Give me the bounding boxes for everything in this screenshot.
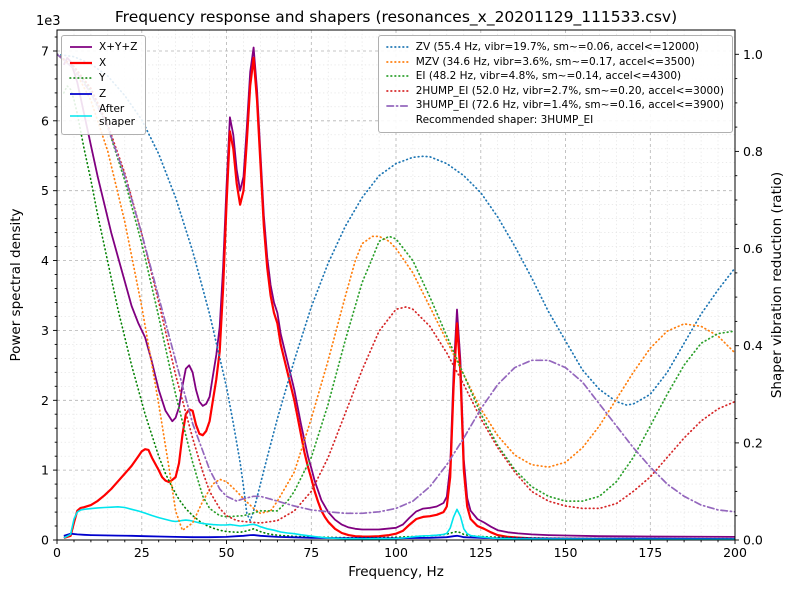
psd-series-X bbox=[63, 56, 735, 540]
legend-label: After shaper bbox=[99, 103, 136, 128]
shaper-series-3HUMP_EI bbox=[57, 53, 735, 515]
legend-label: Recommended shaper: 3HUMP_EI bbox=[415, 113, 594, 126]
svg-text:0.2: 0.2 bbox=[743, 435, 763, 450]
legend-item-psd: X+Y+Z bbox=[68, 41, 137, 54]
svg-text:0.8: 0.8 bbox=[743, 144, 763, 159]
legend-item-shaper: MZV (34.6 Hz, vibr=3.6%, sm~=0.17, accel… bbox=[385, 56, 724, 69]
series-group bbox=[57, 46, 735, 540]
legend-psd: X+Y+Z X Y Z After shaper bbox=[61, 35, 147, 135]
legend-item-shaper: 3HUMP_EI (72.6 Hz, vibr=1.4%, sm~=0.16, … bbox=[385, 99, 724, 112]
svg-text:4: 4 bbox=[41, 253, 49, 268]
legend-label: EI (48.2 Hz, vibr=4.8%, sm~=0.14, accel<… bbox=[415, 70, 682, 83]
legend-shapers: ZV (55.4 Hz, vibr=19.7%, sm~=0.06, accel… bbox=[377, 35, 733, 133]
axis-offset-label: 1e3 bbox=[36, 14, 61, 29]
legend-label: ZV (55.4 Hz, vibr=19.7%, sm~=0.06, accel… bbox=[415, 41, 700, 53]
legend-item-psd: After shaper bbox=[68, 103, 137, 128]
legend-swatch-blank bbox=[385, 114, 411, 126]
legend-item-shaper: 2HUMP_EI (52.0 Hz, vibr=2.7%, sm~=0.20, … bbox=[385, 85, 724, 98]
svg-text:50: 50 bbox=[219, 545, 235, 560]
svg-text:0.6: 0.6 bbox=[743, 241, 763, 256]
svg-text:1.0: 1.0 bbox=[743, 47, 763, 62]
legend-recommended-note: Recommended shaper: 3HUMP_EI bbox=[385, 114, 724, 127]
legend-label: X+Y+Z bbox=[99, 41, 138, 53]
legend-label: 3HUMP_EI (72.6 Hz, vibr=1.4%, sm~=0.16, … bbox=[415, 99, 724, 112]
tick-labels: 0 25 50 75 100 125 150 175 200 0 1 2 3 4 5 6 7 0.0 0.2 0.4 0… bbox=[41, 44, 763, 561]
svg-text:0.4: 0.4 bbox=[743, 338, 763, 353]
legend-swatch-line bbox=[70, 93, 92, 95]
chart-title: Frequency response and shapers (resonanc… bbox=[114, 8, 678, 26]
legend-swatch-line bbox=[385, 61, 410, 63]
legend-item-psd: Y bbox=[68, 72, 137, 85]
legend-swatch-line bbox=[70, 115, 92, 117]
axis-ticks bbox=[53, 36, 739, 544]
psd-series-Y bbox=[63, 85, 735, 540]
legend-item-shaper: ZV (55.4 Hz, vibr=19.7%, sm~=0.06, accel… bbox=[385, 41, 724, 54]
legend-swatch-line bbox=[385, 75, 410, 78]
svg-text:200: 200 bbox=[723, 545, 747, 560]
legend-label: MZV (34.6 Hz, vibr=3.6%, sm~=0.17, accel… bbox=[415, 55, 695, 68]
svg-text:3: 3 bbox=[41, 323, 49, 338]
legend-swatch-line bbox=[70, 46, 92, 49]
shaper-series-ZV bbox=[57, 53, 735, 522]
svg-text:25: 25 bbox=[134, 545, 150, 560]
svg-text:2: 2 bbox=[41, 393, 49, 408]
svg-text:1: 1 bbox=[41, 463, 49, 478]
psd-series-Z bbox=[63, 532, 735, 540]
legend-label: Z bbox=[99, 87, 107, 100]
shaper-series-EI bbox=[57, 53, 735, 518]
legend-item-shaper: EI (48.2 Hz, vibr=4.8%, sm~=0.14, accel<… bbox=[385, 70, 724, 83]
legend-swatch-line bbox=[385, 104, 410, 107]
svg-text:150: 150 bbox=[554, 545, 578, 560]
svg-text:125: 125 bbox=[469, 545, 493, 560]
psd-series-After-shaper bbox=[63, 506, 735, 540]
shaper-series-MZV bbox=[57, 53, 735, 532]
svg-text:175: 175 bbox=[638, 545, 662, 560]
legend-swatch-line bbox=[385, 46, 410, 49]
svg-text:0: 0 bbox=[41, 533, 49, 548]
svg-text:75: 75 bbox=[303, 545, 319, 560]
legend-swatch-line bbox=[70, 61, 92, 64]
svg-text:0: 0 bbox=[53, 545, 61, 560]
svg-text:7: 7 bbox=[41, 44, 49, 59]
y-axis-label-left: Power spectral density bbox=[8, 208, 24, 362]
svg-text:6: 6 bbox=[41, 113, 49, 128]
svg-text:5: 5 bbox=[41, 183, 49, 198]
y-axis-label-right: Shaper vibration reduction (ratio) bbox=[769, 171, 785, 399]
legend-label: X bbox=[99, 56, 107, 69]
legend-label: Y bbox=[99, 72, 106, 85]
svg-text:0.0: 0.0 bbox=[743, 533, 763, 548]
legend-item-psd: X bbox=[68, 57, 137, 70]
svg-text:100: 100 bbox=[384, 545, 408, 560]
x-axis-label: Frequency, Hz bbox=[348, 564, 444, 580]
legend-item-psd: Z bbox=[68, 88, 137, 101]
legend-label: 2HUMP_EI (52.0 Hz, vibr=2.7%, sm~=0.20, … bbox=[415, 84, 724, 97]
legend-swatch-line bbox=[69, 77, 93, 80]
legend-swatch-line bbox=[385, 90, 410, 92]
